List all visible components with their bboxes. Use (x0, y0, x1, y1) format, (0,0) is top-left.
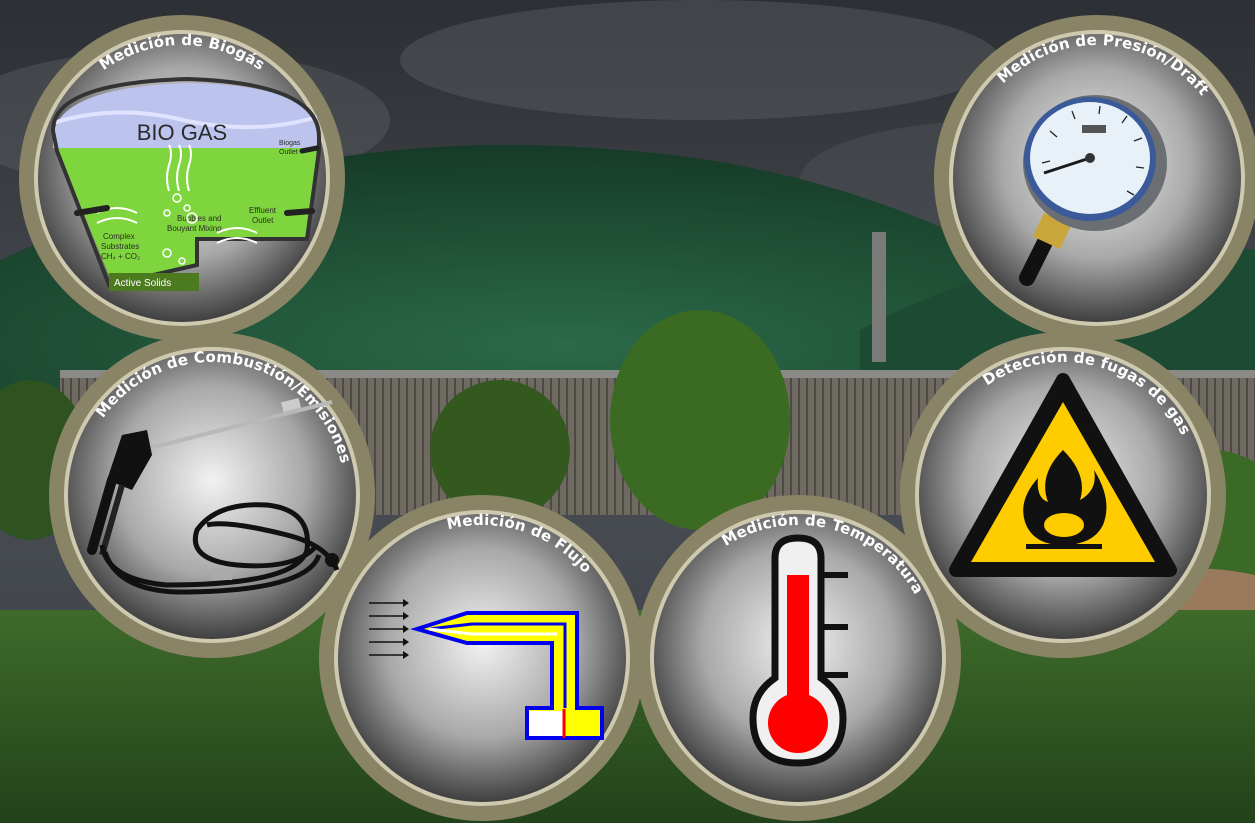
svg-text:CH₄ + CO₂: CH₄ + CO₂ (101, 252, 140, 261)
biogas-digester-diagram-icon: BIO GAS Biogas Outlet Bubbles and Bouyan… (50, 76, 321, 291)
temperature-measurement-button[interactable]: Medición de Temperatura (633, 493, 963, 823)
svg-text:Bouyant Mixing: Bouyant Mixing (167, 224, 222, 233)
pressure-gauge-icon (1019, 95, 1167, 286)
svg-text:BIO GAS: BIO GAS (137, 120, 227, 145)
flow-measurement-button[interactable]: Medición de Flujo (317, 493, 647, 823)
flammable-warning-icon (949, 373, 1177, 577)
biogas-measurement-button[interactable]: Medición de Biogás BIO GAS Biogas Outlet… (17, 13, 347, 343)
svg-text:Substrates: Substrates (101, 242, 139, 251)
svg-text:Effluent: Effluent (249, 206, 277, 215)
svg-text:Biogas: Biogas (279, 140, 301, 147)
svg-text:Outlet: Outlet (279, 149, 298, 156)
pitot-tube-icon (369, 599, 604, 740)
combustion-measurement-button[interactable]: Medición de Combustión/Emisiones (47, 330, 377, 660)
svg-text:Active Solids: Active Solids (114, 278, 171, 289)
svg-text:Complex: Complex (103, 232, 135, 241)
combustion-probe-icon (87, 397, 340, 595)
pressure-measurement-button[interactable]: Medición de Presión/Draft (932, 13, 1255, 343)
svg-text:Bubbles and: Bubbles and (177, 214, 221, 223)
svg-text:Outlet: Outlet (252, 216, 274, 225)
thermometer-icon (749, 534, 848, 767)
gas-leak-detection-button[interactable]: Detección de fugas de gas (898, 330, 1228, 660)
